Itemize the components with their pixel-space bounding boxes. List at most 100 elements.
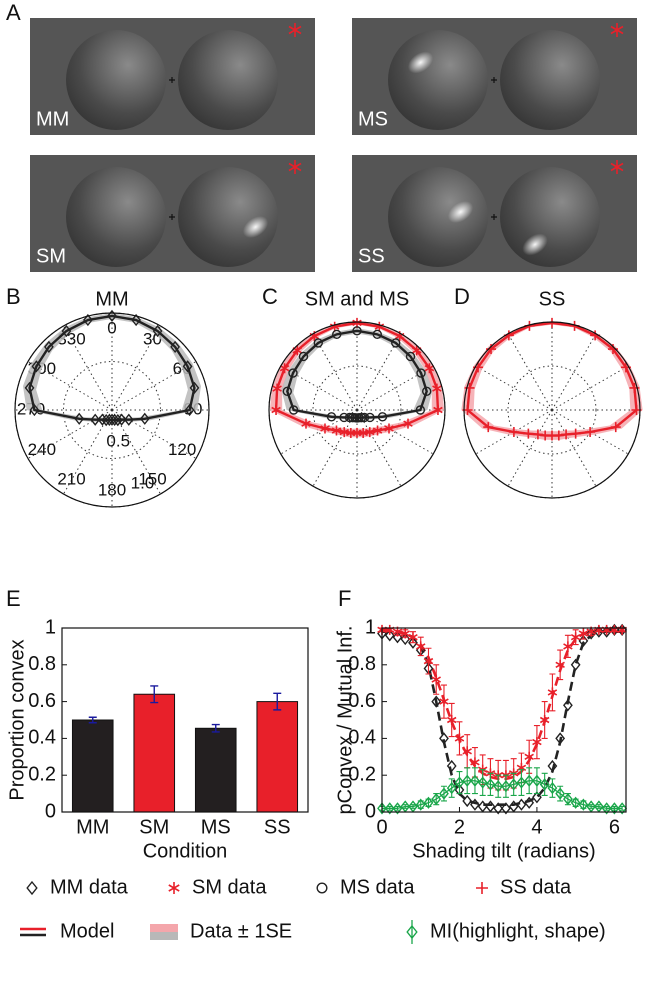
stimulus-label: MS — [358, 108, 388, 130]
x-axis-label: Condition — [143, 840, 228, 862]
marker-diamond — [485, 778, 496, 791]
panel-label: F — [338, 586, 351, 611]
marker-circle — [416, 368, 426, 378]
polar-grid-spoke — [312, 409, 358, 487]
polar-title: SM and MS — [305, 288, 409, 310]
marker-diamond — [617, 802, 628, 815]
marker-diamond — [415, 798, 426, 811]
x-tick-label: SS — [264, 816, 291, 838]
marker-diamond — [90, 413, 101, 426]
marker-diamond — [563, 792, 573, 806]
legend-swatch — [150, 932, 178, 940]
marker-asterisk — [439, 696, 449, 707]
marker-asterisk — [431, 674, 441, 685]
marker-asterisk — [372, 425, 383, 436]
marker-asterisk — [578, 628, 589, 639]
bar — [133, 693, 176, 813]
marker-diamond — [462, 794, 473, 808]
fixation-cross — [491, 214, 497, 220]
marker-diamond — [170, 340, 180, 354]
marker-diamond — [539, 778, 550, 791]
y-tick-label: 0.6 — [28, 690, 56, 712]
fixation-cross — [169, 214, 175, 220]
y-tick-label: 0 — [45, 800, 56, 822]
marker-asterisk — [301, 418, 311, 429]
marker-diamond — [116, 413, 127, 426]
marker-circle — [377, 412, 388, 422]
x-tick-label: SM — [139, 816, 169, 838]
polar-grid-ring — [312, 365, 402, 455]
y-tick-label: 1 — [365, 616, 376, 638]
marker-diamond — [501, 780, 511, 793]
marker-diamond — [189, 381, 200, 395]
polar-grid-spoke — [475, 409, 553, 455]
marker-asterisk — [403, 418, 413, 429]
marker-diamond — [83, 313, 93, 327]
marker-circle — [415, 405, 426, 415]
marker-asterisk — [320, 423, 330, 434]
model-line — [466, 321, 638, 437]
fixation-cross — [491, 77, 497, 83]
marker-circle — [313, 338, 323, 348]
marker-diamond — [377, 802, 387, 815]
y-tick-label: 0.6 — [348, 690, 376, 712]
marker-diamond — [532, 774, 542, 787]
marker-diamond — [446, 781, 457, 795]
polar-grid-spoke — [356, 409, 402, 487]
sphere — [178, 167, 278, 267]
bar — [194, 727, 237, 813]
marker-asterisk — [433, 405, 443, 415]
sphere — [66, 167, 166, 267]
marker-asterisk — [454, 733, 465, 744]
fixation-cross — [169, 77, 175, 83]
marker-asterisk — [563, 641, 573, 652]
marker-circle — [288, 405, 299, 415]
marker-circle — [391, 338, 401, 348]
polar-grid-ring — [507, 365, 597, 455]
marker-diamond — [555, 732, 566, 745]
marker-diamond — [107, 309, 117, 323]
marker-circle — [352, 326, 362, 336]
marker-diamond — [44, 340, 54, 354]
marker-asterisk — [539, 715, 550, 725]
marker-diamond — [446, 759, 457, 773]
marker-diamond — [431, 695, 442, 708]
marker-diamond — [26, 880, 38, 896]
y-tick-label: 0.2 — [348, 763, 376, 785]
marker-circle — [422, 386, 432, 397]
marker-diamond — [423, 796, 434, 809]
marker-asterisk — [555, 659, 565, 670]
marker-circle — [332, 329, 342, 340]
marker-diamond — [547, 781, 558, 795]
marker-asterisk — [470, 757, 480, 768]
highlight — [447, 201, 474, 223]
highlight — [522, 233, 548, 256]
marker-diamond — [131, 313, 141, 327]
marker-diamond — [29, 403, 40, 417]
marker-asterisk — [408, 632, 418, 643]
y-tick-label: 0.4 — [28, 727, 56, 749]
stimulus-label: SM — [36, 245, 66, 267]
polar-grid-spoke — [507, 333, 553, 411]
marker-diamond — [123, 413, 134, 426]
marker-diamond — [470, 774, 480, 787]
polar-frame — [268, 321, 446, 499]
marker-diamond — [524, 796, 535, 809]
marker-diamond — [555, 787, 566, 800]
x-axis-label: Shading tilt (radians) — [412, 840, 595, 862]
r-tick-label: 1.0 — [131, 473, 155, 492]
panel-label: C — [262, 284, 278, 309]
marker-asterisk — [400, 628, 410, 639]
theta-tick-label: 240 — [28, 440, 56, 459]
marker-diamond — [609, 802, 620, 815]
marker-asterisk — [423, 656, 434, 667]
marker-circle — [326, 412, 337, 422]
marker-asterisk — [547, 687, 558, 698]
polar-title: SS — [539, 288, 566, 310]
marker-diamond — [97, 413, 108, 426]
marker-circle — [405, 351, 416, 362]
marker-diamond — [493, 802, 504, 815]
marker-plus — [585, 427, 596, 437]
polar-grid-ring — [63, 361, 161, 459]
marker-diamond — [439, 732, 449, 745]
